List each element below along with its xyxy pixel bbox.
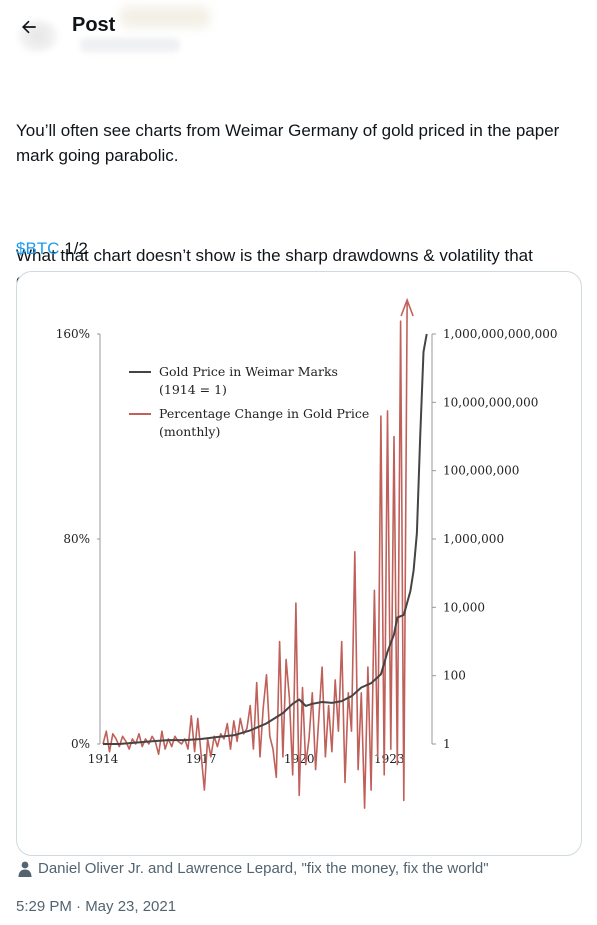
legend-label-gold-price: Gold Price in Weimar Marks <box>159 364 338 379</box>
top-bar: Post <box>0 0 597 56</box>
back-button[interactable] <box>12 10 46 44</box>
series-line-gold-price <box>103 333 428 745</box>
right-tick-label: 100,000,000 <box>443 464 519 478</box>
image-caption: Daniel Oliver Jr. and Lawrence Lepard, "… <box>18 860 489 877</box>
tweet-timestamp[interactable]: 5:29 PM · May 23, 2021 <box>16 898 177 915</box>
right-tick-label: 1,000,000,000,000 <box>443 327 558 341</box>
right-tick-label: 1 <box>443 737 451 751</box>
name-blurred <box>120 6 210 28</box>
right-tick-label: 100 <box>443 669 466 683</box>
left-tick-label: 80% <box>63 532 90 546</box>
right-tick-label: 1,000,000 <box>443 532 504 546</box>
chart: 0% 80% 160% 1 100 10,000 1,000,000 100,000,000 1… <box>56 297 558 809</box>
person-icon <box>18 861 32 877</box>
left-tick-label: 0% <box>71 737 90 751</box>
thread-marker: 1/2 <box>64 239 88 258</box>
tweet-image-card[interactable]: 0% 80% 160% 1 100 10,000 1,000,000 100,000,000 1… <box>16 271 582 856</box>
right-tick-label: 10,000,000,000 <box>443 395 538 409</box>
right-tick-label: 10,000 <box>443 600 485 614</box>
series-line-percentage-change <box>102 308 408 809</box>
legend-label-percentage-change: Percentage Change in Gold Price <box>159 406 369 421</box>
tweet-tag-line: $BTC 1/2 <box>16 236 88 261</box>
x-tick-label: 1923 <box>374 752 405 766</box>
tweet-paragraph-1: You’ll often see charts from Weimar Germ… <box>16 121 565 165</box>
page-title: Post <box>72 14 116 36</box>
x-tick-label: 1914 <box>88 752 119 766</box>
handle-blurred <box>80 38 180 52</box>
caption-text: Daniel Oliver Jr. and Lawrence Lepard, "… <box>38 860 489 877</box>
arrow-left-icon <box>22 20 36 34</box>
left-tick-label: 160% <box>56 327 90 341</box>
off-scale-arrow-head <box>400 297 414 317</box>
legend-label-percentage-change-note: (monthly) <box>159 424 220 439</box>
cashtag-link[interactable]: $BTC <box>16 239 60 258</box>
legend-label-gold-price-note: (1914 = 1) <box>159 382 227 397</box>
